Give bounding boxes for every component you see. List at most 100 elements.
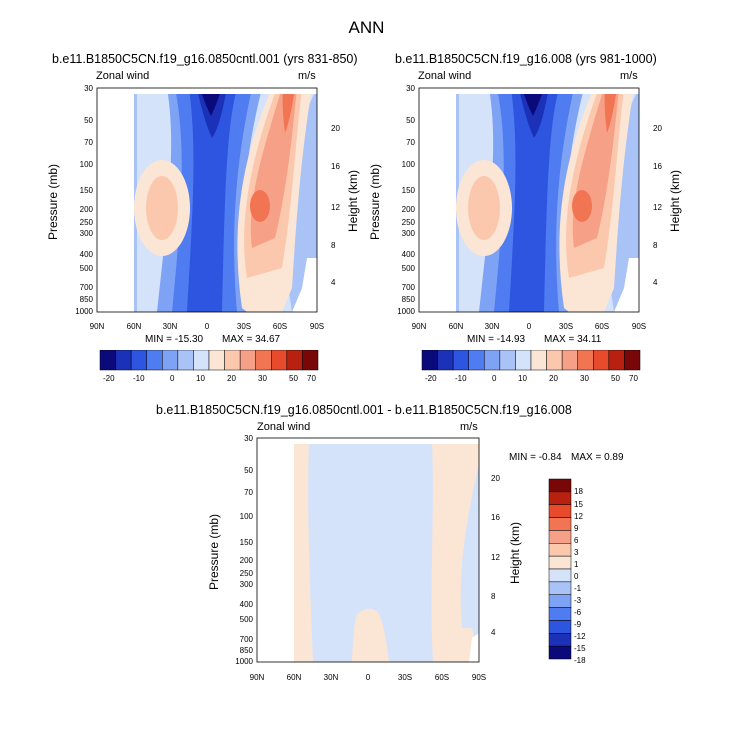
panel-1-max-label: MAX = 34.67 [222, 334, 281, 345]
colorbar-swatch [484, 350, 501, 371]
panel-3-colorbar-labels: 18 15 12 9 6 3 1 0 -1 -3 -6 -9 -12 -15 -… [574, 480, 614, 665]
panel-1-ytick: 400 [80, 250, 94, 259]
panel-1-y2tick: 16 [331, 162, 340, 171]
panel-3-max-label: MAX = 0.89 [571, 452, 624, 463]
panel-1-plot: 30 50 70 100 150 200 250 300 400 500 700… [75, 84, 340, 331]
panel-2-cbar-label: -10 [455, 374, 467, 383]
panel-2-y2tick: 8 [653, 241, 658, 250]
colorbar-swatch [548, 568, 572, 583]
panel-1-ytick: 150 [80, 186, 94, 195]
panel-2-field-topography [614, 258, 639, 312]
panel-3-field-nh-positive [294, 444, 313, 662]
panel-1-xtick: 90S [310, 322, 324, 331]
panel-2-xtick: 90N [412, 322, 427, 331]
panel-1-field-sh-jet-top [282, 94, 295, 133]
panel-1-ytick: 200 [80, 205, 94, 214]
panel-1-ytick: 700 [80, 283, 94, 292]
panel-2-xtick: 60S [595, 322, 609, 331]
panel-2-xtick: 0 [527, 322, 532, 331]
panel-2-pressure-axis-label: Pressure (mb) [368, 163, 382, 240]
colorbar-swatch [548, 478, 572, 493]
colorbar-swatch [146, 350, 163, 371]
panel-2-cbar-label: 30 [580, 374, 589, 383]
panel-3-cbar-label: 3 [574, 548, 579, 557]
panel-1-min-label: MIN = -15.30 [145, 334, 204, 345]
panel-2-x-ticks: 90N 60N 30N 0 30S 60S 90S [412, 322, 646, 331]
colorbar-swatch [548, 594, 572, 608]
panel-3-field-topography [469, 633, 479, 662]
panel-2-cbar-label: 70 [629, 374, 638, 383]
panel-1-variable-label: Zonal wind [96, 70, 150, 82]
colorbar-swatch [130, 350, 147, 371]
panel-1-field-nh-band [134, 94, 137, 312]
panel-1-xtick: 0 [205, 322, 210, 331]
colorbar-swatch [548, 491, 572, 505]
colorbar-swatch [546, 350, 563, 371]
panel-2-plot: 30 50 70 100 150 200 250 300 400 500 700… [397, 84, 662, 331]
panel-3-pressure-axis-label: Pressure (mb) [207, 513, 221, 590]
panel-1-y2tick: 20 [331, 124, 340, 133]
colorbar-swatch [239, 350, 256, 371]
panel-1-ytick: 30 [84, 84, 93, 93]
panel-2-xtick: 90S [632, 322, 646, 331]
colorbar-swatch [548, 620, 572, 634]
panel-3-y2tick: 12 [491, 553, 500, 562]
panel-1-y2-ticks: 20 16 12 8 4 [331, 124, 340, 287]
panel-2-min-label: MIN = -14.93 [467, 334, 526, 345]
colorbar-swatch [162, 350, 179, 371]
colorbar-swatch [208, 350, 225, 371]
panel-1-colorbar-labels: -20 -10 0 10 20 30 50 70 [96, 374, 322, 388]
panel-2-y2tick: 16 [653, 162, 662, 171]
panel-2-y2tick: 20 [653, 124, 662, 133]
panel-3-ytick: 50 [244, 466, 253, 475]
panel-3-xtick: 90S [472, 673, 486, 682]
colorbar-swatch [548, 633, 572, 647]
colorbar-swatch [271, 350, 288, 371]
panel-3-ytick: 30 [244, 434, 253, 443]
panel-1-cbar-label: 0 [170, 374, 175, 383]
figure-title: ANN [348, 18, 385, 37]
panel-1-field-polar-nh [97, 88, 133, 312]
colorbar-swatch [115, 350, 132, 371]
colorbar-swatch [99, 350, 116, 371]
panel-1-ytick: 1000 [75, 307, 93, 316]
colorbar-swatch [421, 350, 438, 371]
panel-1-cbar-label: 70 [307, 374, 316, 383]
panel-3-frame [256, 437, 480, 663]
colorbar-swatch [593, 350, 610, 371]
panel-2-frame [418, 87, 640, 313]
panel-2-cbar-label: 20 [549, 374, 558, 383]
panel-1-ytick: 50 [84, 116, 93, 125]
colorbar-swatch [286, 350, 303, 371]
panel-3-y2tick: 20 [491, 474, 500, 483]
panel-2-y-ticks: 30 50 70 100 150 200 250 300 400 500 700… [397, 84, 415, 316]
colorbar-swatch [548, 517, 572, 531]
panel-1-xtick: 30S [237, 322, 251, 331]
panel-3-cbar-label: 15 [574, 500, 583, 509]
panel-2-ytick: 50 [406, 116, 415, 125]
panel-1-frame [96, 87, 318, 313]
panel-3-cbar-label: -1 [574, 584, 582, 593]
panel-3-plot: 30 50 70 100 150 200 250 300 400 500 700… [235, 434, 500, 682]
panel-2-ytick: 500 [402, 264, 416, 273]
panel-1-colorbar [99, 350, 319, 371]
panel-1-cbar-label: -20 [103, 374, 115, 383]
panel-1-y2tick: 8 [331, 241, 336, 250]
panel-2-xtick: 30S [559, 322, 573, 331]
panel-2-cbar-label: 50 [611, 374, 620, 383]
panel-3-ytick: 300 [240, 580, 254, 589]
panel-3-cbar-label: 18 [574, 487, 583, 496]
panel-3-min-label: MIN = -0.84 [509, 452, 562, 463]
panel-2-ytick: 200 [402, 205, 416, 214]
colorbar-swatch [499, 350, 516, 371]
panel-2-ytick: 850 [402, 295, 416, 304]
panel-1-ytick: 250 [80, 218, 94, 227]
panel-2-field-polar-nh [419, 88, 455, 312]
panel-3-subtitle: b.e11.B1850C5CN.f19_g16.0850cntl.001 - b… [156, 403, 572, 417]
panel-1-field-nh-jet [146, 176, 178, 240]
panel-2-field-sh-jet-core [572, 190, 592, 222]
panel-2-field-easterly-max [523, 94, 542, 116]
colorbar-swatch [548, 555, 572, 570]
panel-1-field-easterly-jet [198, 94, 226, 138]
panel-2-ytick: 700 [402, 283, 416, 292]
